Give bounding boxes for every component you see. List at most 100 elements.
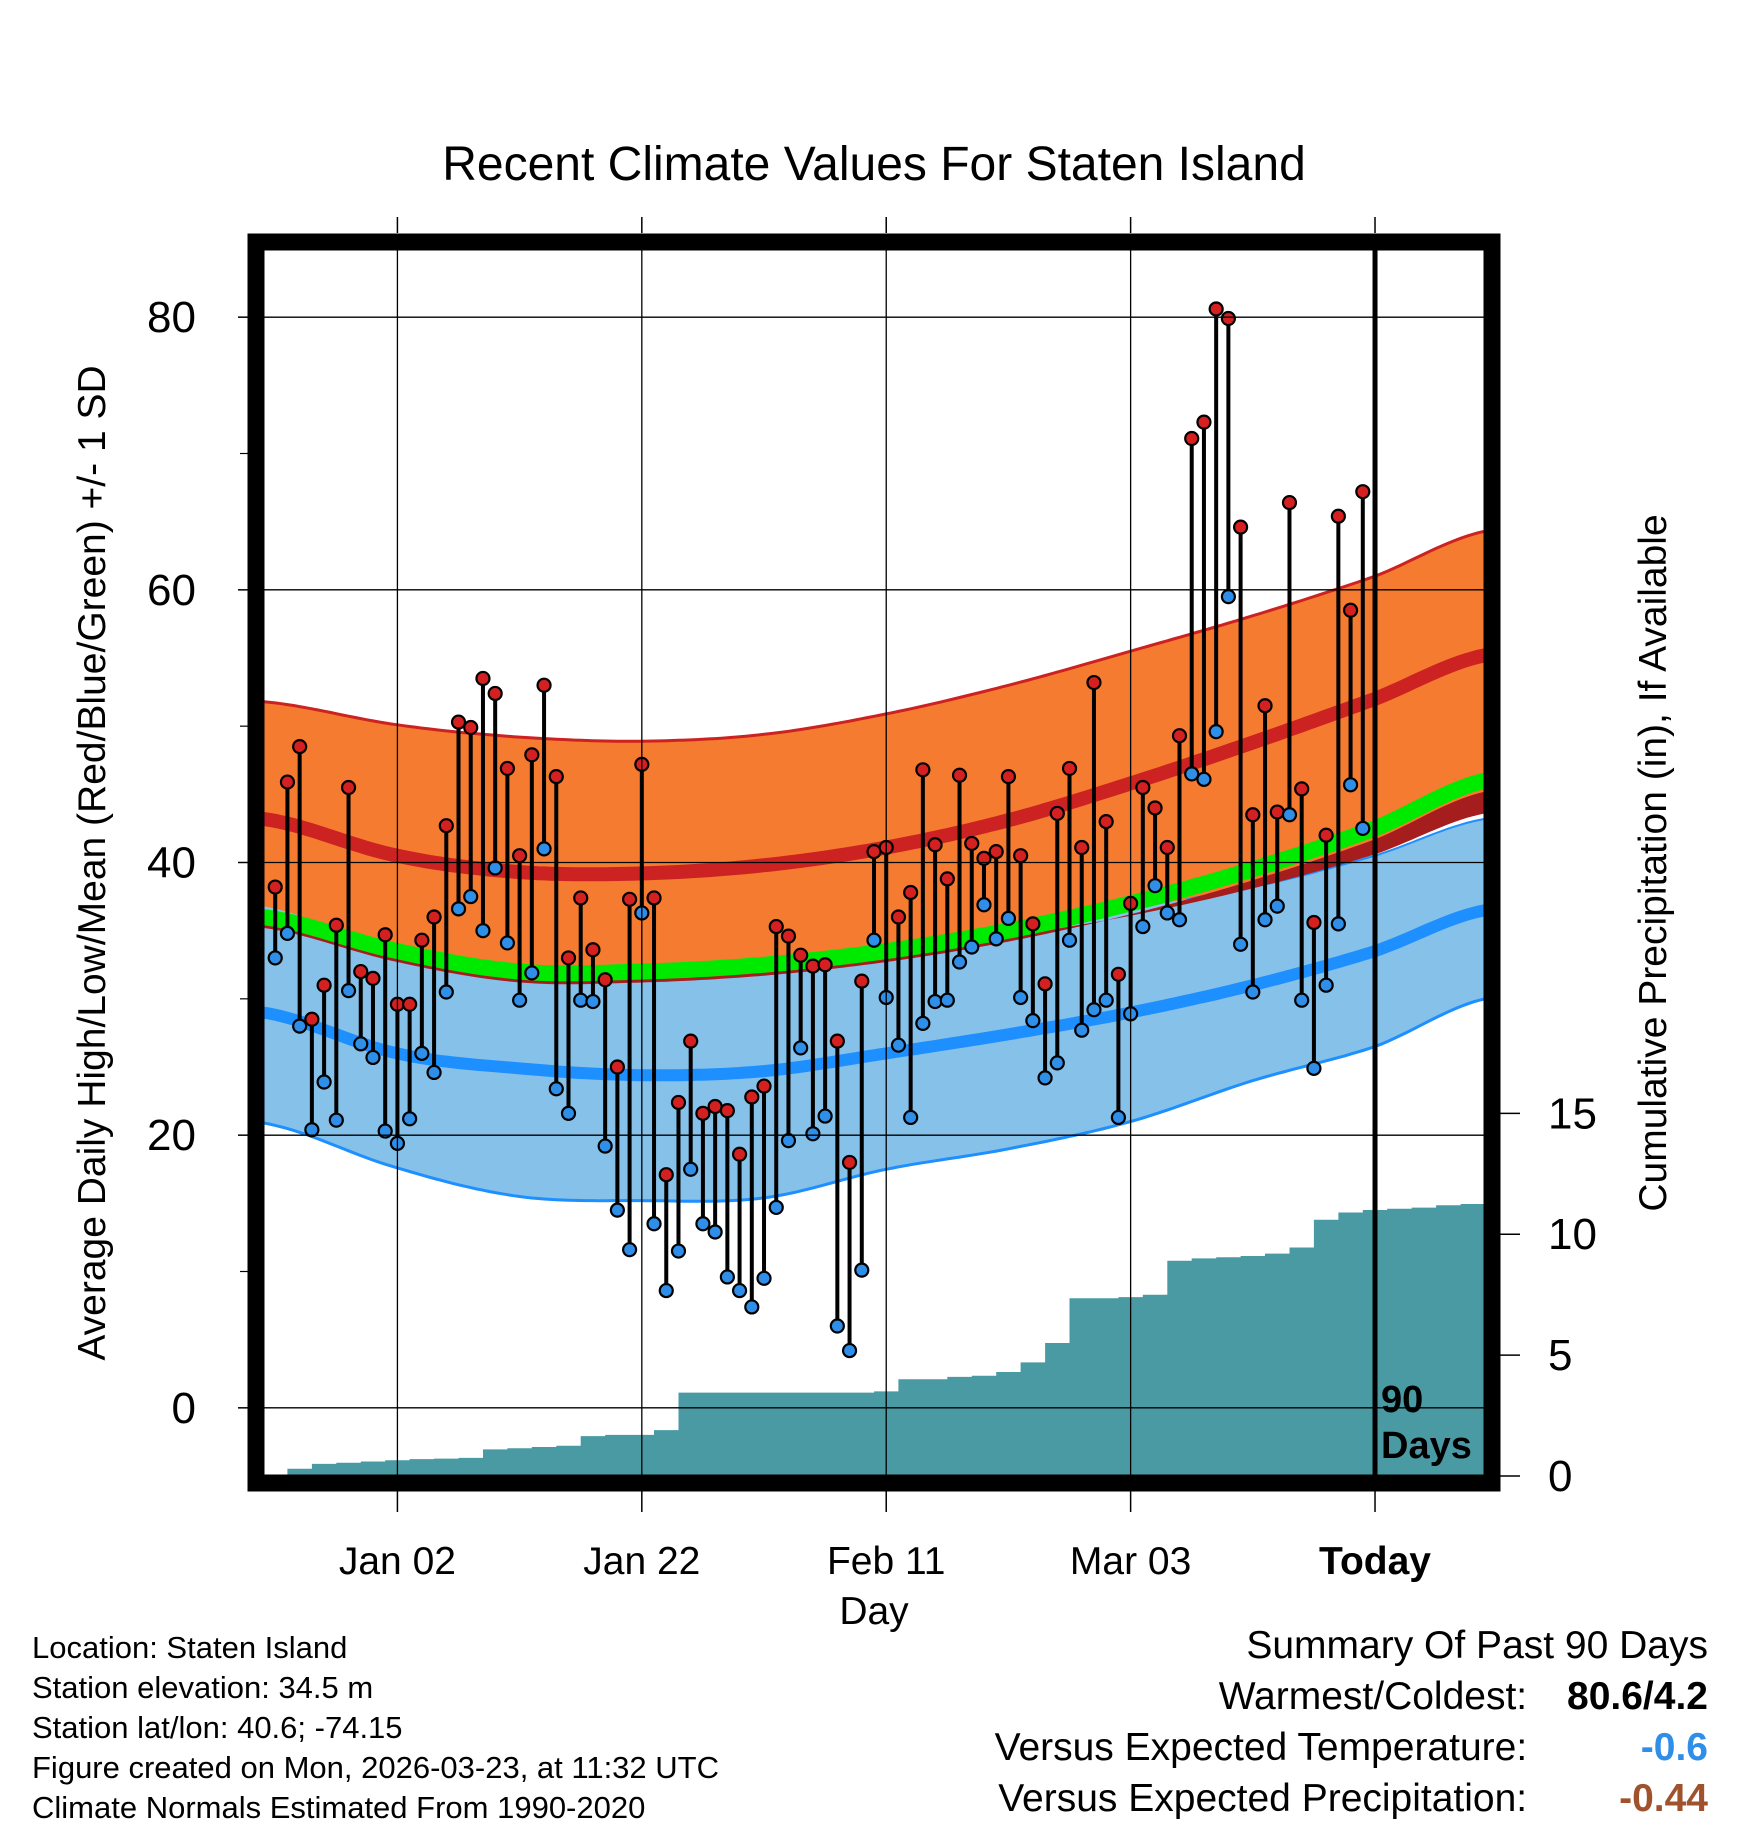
low-point xyxy=(304,1122,320,1138)
high-point xyxy=(1049,805,1065,822)
low-point xyxy=(1110,1109,1127,1126)
low-point xyxy=(402,1111,418,1127)
high-point xyxy=(340,779,357,796)
high-point xyxy=(866,843,882,860)
low-point xyxy=(1294,992,1310,1008)
high-point xyxy=(1269,804,1285,820)
mean-normal-line xyxy=(263,772,1485,982)
low-point xyxy=(1049,1055,1065,1071)
low-point xyxy=(768,1199,784,1216)
low-point xyxy=(512,992,528,1008)
low-point xyxy=(438,984,454,1000)
low-point xyxy=(585,993,601,1010)
low-point xyxy=(426,1064,442,1081)
high-point xyxy=(609,1059,625,1075)
low-point xyxy=(524,965,540,981)
y-tick-label: 0 xyxy=(172,1384,196,1433)
temp-departure-label: Versus Expected Temperature: xyxy=(994,1726,1528,1769)
temp-departure-row: Versus Expected Temperature: -0.6 xyxy=(995,1722,1708,1773)
high-point xyxy=(597,972,613,988)
high-point xyxy=(768,918,784,935)
low-point xyxy=(621,1242,638,1258)
high-point xyxy=(793,947,809,963)
low-point xyxy=(756,1270,772,1286)
low-point xyxy=(1220,589,1236,605)
station-info: Location: Staten Island Station elevatio… xyxy=(32,1628,719,1828)
high-point xyxy=(414,932,430,948)
high-point xyxy=(1159,839,1175,856)
today-days-word: Days xyxy=(1381,1425,1472,1467)
x-tick-label: Today xyxy=(1319,1540,1431,1583)
low-point xyxy=(450,901,467,917)
low-point xyxy=(951,954,968,970)
high-point xyxy=(279,774,296,790)
low-point xyxy=(1257,912,1273,928)
high-point xyxy=(988,843,1004,860)
low-point xyxy=(340,983,357,999)
x-tick-label: Jan 02 xyxy=(339,1540,456,1583)
y-tick-label: 60 xyxy=(147,566,196,615)
high-point xyxy=(829,1033,845,1049)
high-point xyxy=(585,942,601,958)
low-point xyxy=(292,1018,308,1034)
low-point xyxy=(964,939,980,955)
high-point xyxy=(536,677,552,693)
low-point xyxy=(475,923,491,939)
high-point xyxy=(1220,310,1236,327)
low-point xyxy=(1208,724,1224,740)
high-point xyxy=(927,837,943,853)
low-point xyxy=(866,932,882,948)
normals-text: Climate Normals Estimated From 1990-2020 xyxy=(32,1790,646,1825)
low-point xyxy=(695,1216,711,1232)
y-axis-label: Average Daily High/Low/Mean (Red/Blue/Gr… xyxy=(71,365,114,1360)
high-point xyxy=(426,909,442,925)
low-point xyxy=(1135,918,1151,935)
y-tick-label: 80 xyxy=(147,293,196,342)
high-point xyxy=(1184,430,1200,447)
high-point xyxy=(658,1167,674,1183)
chart-title: Recent Climate Values For Staten Island xyxy=(442,138,1306,191)
high-point xyxy=(560,950,577,966)
warmest-coldest-row: Warmest/Coldest: 80.6/4.2 xyxy=(995,1671,1708,1722)
high-point xyxy=(353,963,369,980)
low-point xyxy=(683,1161,699,1177)
low-point xyxy=(609,1202,625,1218)
low-point xyxy=(353,1036,369,1052)
low-point xyxy=(1196,771,1212,787)
plot-content xyxy=(263,301,1485,1476)
high-point xyxy=(719,1103,735,1119)
x-tick-label: Feb 11 xyxy=(827,1540,946,1583)
low-point xyxy=(854,1262,870,1278)
high-point xyxy=(1196,414,1212,430)
high-point xyxy=(548,769,564,785)
low-point xyxy=(793,1040,809,1056)
high-point xyxy=(1110,966,1127,982)
low-point xyxy=(780,1133,797,1149)
x-tick-label: Jan 22 xyxy=(583,1540,700,1583)
low-point xyxy=(1355,820,1371,837)
high-point xyxy=(524,747,540,763)
high-point xyxy=(1074,839,1090,856)
low-point xyxy=(1269,898,1285,914)
low-point xyxy=(915,1015,931,1031)
high-point xyxy=(890,909,907,925)
high-point xyxy=(1306,914,1322,931)
high-point xyxy=(964,835,980,852)
high-point xyxy=(463,719,479,736)
high-point xyxy=(1330,508,1346,524)
low-point xyxy=(1061,932,1078,948)
high-point xyxy=(683,1033,699,1049)
high-point xyxy=(450,714,467,730)
high-point xyxy=(1086,674,1102,691)
low-point xyxy=(1074,1022,1090,1038)
x-axis-label: Day xyxy=(839,1590,909,1633)
y-tick-label: 20 xyxy=(147,1111,196,1160)
precip-departure-row: Versus Expected Precipitation: -0.44 xyxy=(995,1773,1708,1824)
high-point xyxy=(304,1011,320,1027)
high-point xyxy=(707,1098,723,1115)
low-point xyxy=(487,860,503,876)
low-point xyxy=(1232,936,1249,952)
low-point xyxy=(377,1123,393,1139)
